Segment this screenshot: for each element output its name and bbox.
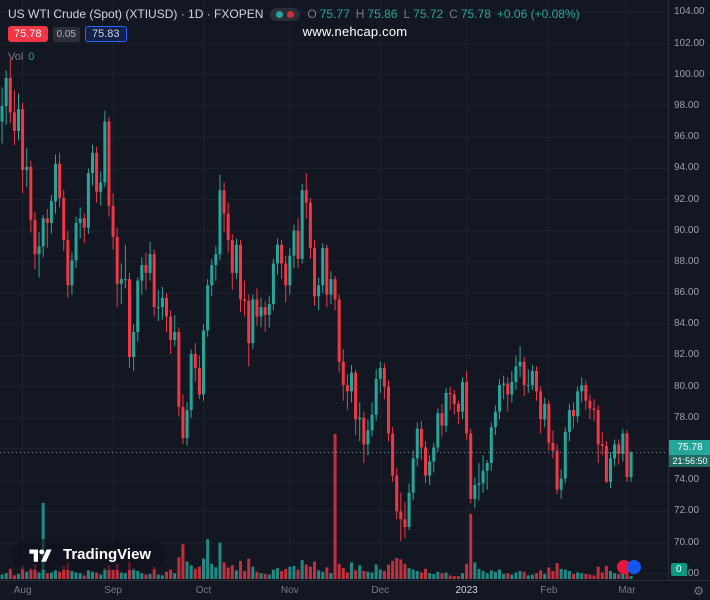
candlestick-chart[interactable] <box>0 0 668 580</box>
tradingview-logo[interactable]: TradingView <box>12 539 167 570</box>
volume-legend: Vol 0 <box>8 51 580 63</box>
price-axis[interactable]: 75.78 21:56:50 0 104.00 102.00 100.00 98.00… <box>668 0 710 580</box>
change-value: +0.06 (+0.08%) <box>496 7 580 21</box>
open-label: O <box>307 7 317 21</box>
legend-visibility-toggle[interactable] <box>270 7 301 21</box>
price-tick-label: 74.00 <box>674 474 700 486</box>
price-tick-label: 88.00 <box>674 255 700 267</box>
bar-countdown: 21:56:50 <box>669 455 710 468</box>
time-tick-label: Sep <box>104 585 122 596</box>
time-tick-label: 2023 <box>455 585 478 596</box>
tradingview-mark-icon <box>29 548 52 562</box>
high-value: 75.86 <box>367 7 398 21</box>
time-tick-label: Aug <box>13 585 32 596</box>
site-watermark: www.nehcap.com <box>302 24 408 39</box>
volume-value: 0 <box>28 51 35 63</box>
bid-price-badge[interactable]: 75.78 <box>8 26 48 42</box>
overlapping-circles-icon <box>617 560 641 574</box>
time-tick-label: Nov <box>280 585 299 596</box>
close-label: C <box>449 7 458 21</box>
time-tick-label: Oct <box>195 585 212 596</box>
time-tick-label: Dec <box>371 585 390 596</box>
bid-ask-widget: 75.78 0.05 75.83 <box>8 26 580 42</box>
tradingview-logo-text: TradingView <box>63 546 152 563</box>
ohlc-values: O 75.77 H 75.86 L 75.72 C 75.78 +0.06 (+… <box>307 7 579 21</box>
time-tick-label: Feb <box>540 585 558 596</box>
time-tick-label: Mar <box>618 585 636 596</box>
price-tick-label: 70.00 <box>674 536 700 548</box>
gear-icon[interactable]: ⚙ <box>693 584 704 598</box>
volume-label: Vol <box>8 51 24 63</box>
teal-dot-icon <box>276 10 284 18</box>
price-tick-label: 90.00 <box>674 224 700 236</box>
spread-value: 0.05 <box>52 26 80 42</box>
low-label: L <box>403 7 411 21</box>
symbol-title[interactable]: US WTI Crude (Spot) (XTIUSD) · 1D · FXOP… <box>8 7 264 21</box>
time-axis[interactable]: ⚙ Aug Sep Oct Nov Dec 2023 Feb Mar <box>0 580 710 600</box>
price-tick-label: 104.00 <box>674 6 705 18</box>
ask-price-badge[interactable]: 75.83 <box>85 26 127 42</box>
price-tick-label: 94.00 <box>674 162 700 174</box>
price-tick-label: 92.00 <box>674 193 700 205</box>
last-price-badge: 75.78 21:56:50 <box>669 440 710 468</box>
price-tick-label: 80.00 <box>674 380 700 392</box>
price-tick-label: 84.00 <box>674 318 700 330</box>
low-value: 75.72 <box>413 7 444 21</box>
high-label: H <box>355 7 365 21</box>
price-tick-label: 102.00 <box>674 37 705 49</box>
price-tick-label: 72.00 <box>674 505 700 517</box>
close-value: 75.78 <box>460 7 491 21</box>
open-value: 75.77 <box>319 7 350 21</box>
price-tick-label: 98.00 <box>674 100 700 112</box>
chart-legend: US WTI Crude (Spot) (XTIUSD) · 1D · FXOP… <box>8 7 580 63</box>
price-tick-label: 78.00 <box>674 411 700 423</box>
price-tick-label: 96.00 <box>674 131 700 143</box>
last-price-value: 75.78 <box>669 440 710 456</box>
price-tick-label: 100.00 <box>674 68 705 80</box>
red-dot-icon <box>287 10 295 18</box>
price-tick-label: 86.00 <box>674 287 700 299</box>
price-tick-label: 82.00 <box>674 349 700 361</box>
blue-circle-icon <box>627 560 641 574</box>
volume-axis-badge: 0 <box>671 563 687 576</box>
